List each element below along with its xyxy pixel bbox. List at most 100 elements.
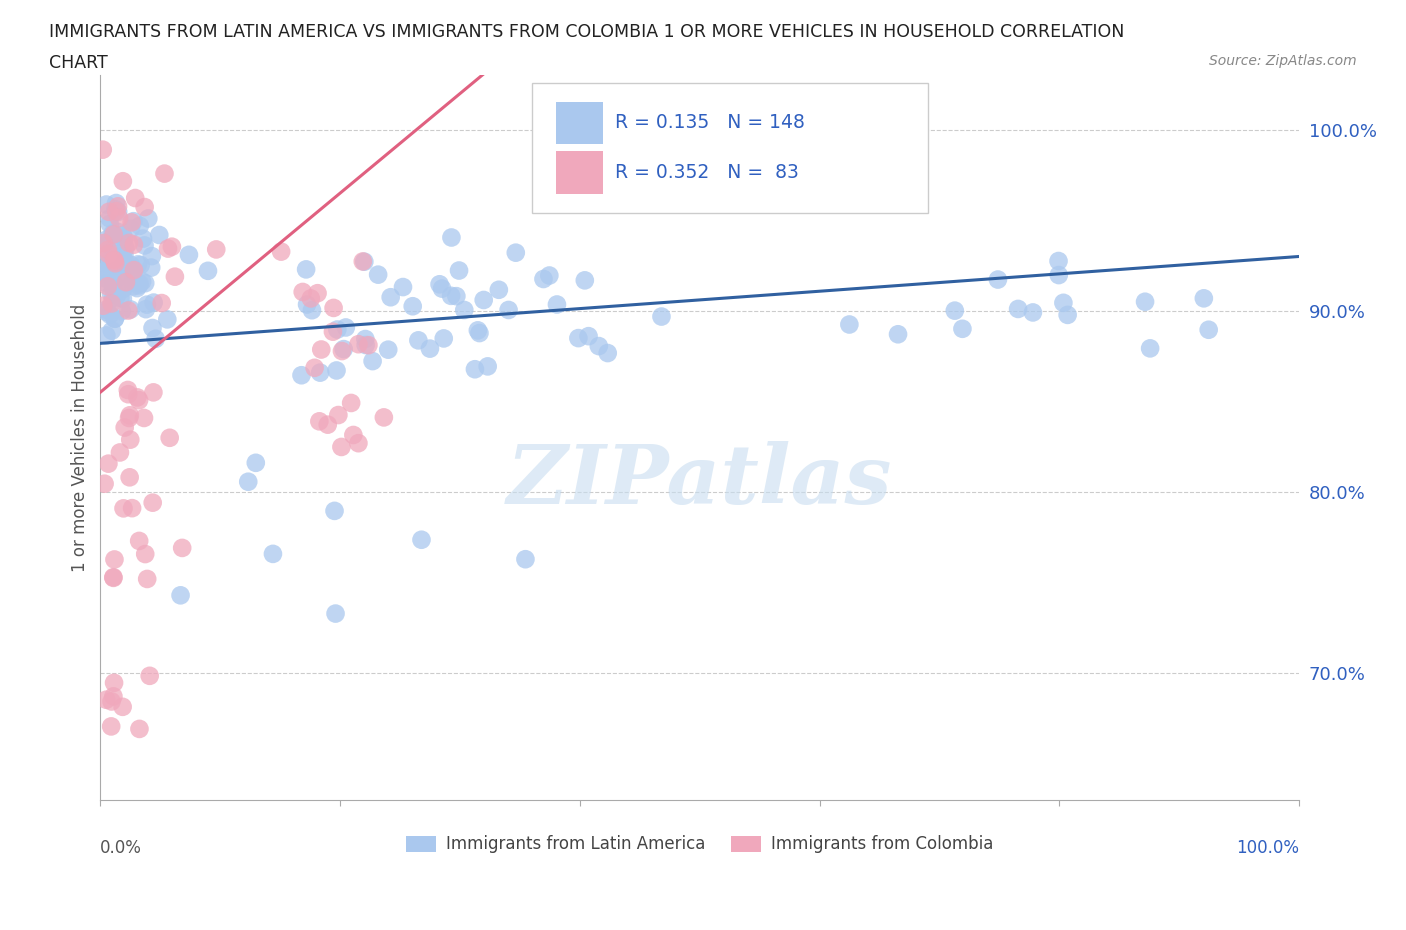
Point — [136, 298, 159, 312]
Point — [135, 301, 157, 316]
Point — [121, 274, 143, 289]
Point — [114, 247, 136, 262]
Point — [111, 174, 134, 189]
Point — [498, 302, 520, 317]
Text: ZIPatlas: ZIPatlas — [508, 441, 893, 521]
Point — [538, 268, 561, 283]
Point — [433, 331, 456, 346]
Point — [122, 279, 145, 294]
Point — [440, 288, 463, 303]
Point — [325, 606, 347, 621]
Point — [96, 272, 118, 286]
Point — [411, 532, 433, 547]
Point — [105, 204, 128, 219]
Point — [112, 282, 135, 297]
Point — [887, 326, 910, 341]
Point — [104, 202, 127, 217]
Point — [588, 339, 610, 353]
Y-axis label: 1 or more Vehicles in Household: 1 or more Vehicles in Household — [72, 303, 89, 572]
Point — [120, 302, 142, 317]
Point — [156, 312, 179, 326]
Point — [347, 337, 370, 352]
Point — [107, 199, 129, 214]
Point — [108, 210, 131, 225]
FancyBboxPatch shape — [555, 101, 603, 144]
Point — [103, 675, 125, 690]
Point — [316, 418, 339, 432]
Point — [111, 291, 134, 306]
Text: R = 0.352   N =  83: R = 0.352 N = 83 — [614, 164, 799, 182]
Point — [361, 353, 384, 368]
Point — [96, 328, 118, 343]
Point — [96, 302, 118, 317]
Point — [105, 254, 128, 269]
Point — [132, 232, 155, 246]
Point — [121, 500, 143, 515]
Point — [96, 262, 118, 277]
Point — [97, 246, 120, 261]
Point — [1022, 305, 1045, 320]
Point — [96, 264, 118, 279]
Text: R = 0.135   N = 148: R = 0.135 N = 148 — [614, 113, 804, 132]
Point — [111, 304, 134, 319]
FancyBboxPatch shape — [555, 152, 603, 194]
Point — [98, 248, 121, 263]
Point — [103, 290, 125, 305]
Point — [105, 288, 128, 303]
Point — [104, 312, 127, 326]
Point — [117, 303, 139, 318]
Point — [98, 217, 121, 232]
Point — [100, 694, 122, 709]
Text: IMMIGRANTS FROM LATIN AMERICA VS IMMIGRANTS FROM COLOMBIA 1 OR MORE VEHICLES IN : IMMIGRANTS FROM LATIN AMERICA VS IMMIGRA… — [49, 23, 1125, 41]
Point — [177, 247, 200, 262]
Legend: Immigrants from Latin America, Immigrants from Colombia: Immigrants from Latin America, Immigrant… — [399, 829, 1000, 860]
Point — [515, 551, 537, 566]
Point — [118, 410, 141, 425]
Point — [262, 547, 284, 562]
Point — [169, 588, 191, 603]
Point — [134, 238, 156, 253]
Point — [446, 288, 468, 303]
Point — [105, 254, 128, 269]
Point — [1198, 323, 1220, 338]
Point — [105, 283, 128, 298]
Point — [110, 290, 132, 305]
Point — [100, 719, 122, 734]
Point — [238, 474, 260, 489]
Point — [134, 275, 156, 290]
Point — [136, 572, 159, 587]
Point — [145, 331, 167, 346]
Point — [419, 341, 441, 356]
Point — [987, 272, 1010, 287]
Point — [98, 256, 121, 271]
Point — [96, 304, 118, 319]
Point — [307, 286, 329, 300]
Point — [103, 227, 125, 242]
Point — [468, 326, 491, 340]
Point — [477, 359, 499, 374]
Point — [546, 297, 568, 312]
Point — [326, 322, 349, 337]
Point — [328, 407, 350, 422]
Point — [1007, 301, 1029, 316]
Point — [1047, 254, 1070, 269]
Point — [309, 365, 332, 380]
Point — [322, 325, 344, 339]
Point — [402, 299, 425, 313]
Point — [943, 303, 966, 318]
Text: CHART: CHART — [49, 54, 108, 72]
Point — [1133, 294, 1156, 309]
Point — [98, 307, 121, 322]
Point — [93, 476, 115, 491]
Point — [118, 408, 141, 423]
Point — [440, 230, 463, 245]
Point — [323, 503, 346, 518]
Point — [322, 300, 344, 315]
Point — [472, 293, 495, 308]
Point — [295, 297, 318, 312]
Point — [141, 248, 163, 263]
Point — [96, 197, 118, 212]
Point — [245, 456, 267, 471]
Point — [392, 280, 415, 295]
Point — [127, 390, 149, 405]
